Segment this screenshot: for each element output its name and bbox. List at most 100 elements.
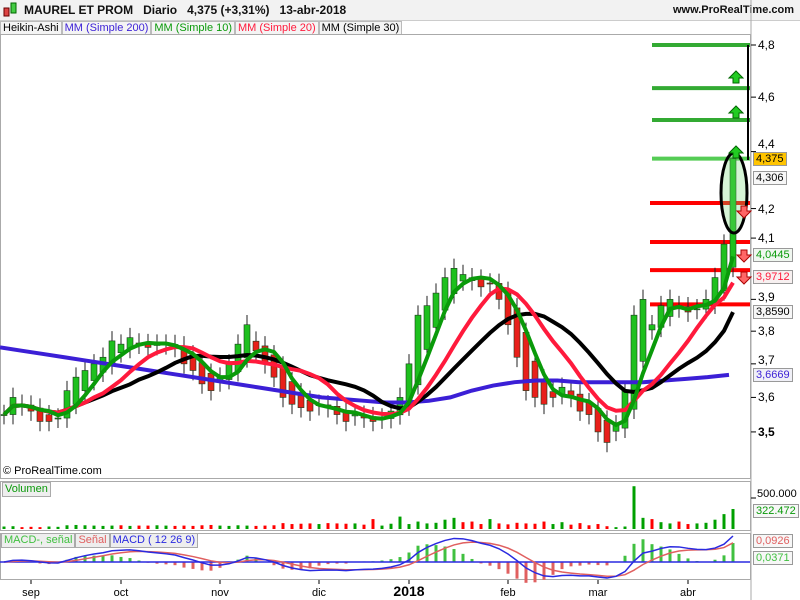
volume-bar [416, 521, 420, 529]
volume-bar [299, 523, 303, 529]
macd-histogram-bar [389, 559, 393, 562]
volume-bar [524, 523, 528, 529]
macd-histogram-bar [290, 562, 294, 570]
volume-bar [713, 519, 717, 529]
volume-panel-label: Volumen [2, 482, 51, 497]
macd-histogram-bar [668, 549, 672, 562]
candle-up [432, 292, 440, 328]
price-value-label: 3,8590 [753, 305, 793, 319]
x-tick-label: feb [500, 587, 515, 599]
volume-bar [38, 527, 42, 529]
volume-bar [488, 519, 492, 529]
volume-bar [218, 525, 222, 529]
volume-bar [731, 509, 735, 529]
macd-histogram-bar [164, 562, 168, 565]
macd-histogram-bar [659, 546, 663, 562]
volume-bar [344, 523, 348, 529]
x-tick-label: 2018 [393, 583, 424, 599]
candle-down [486, 282, 494, 285]
price-tick-label: 3,9 [758, 290, 775, 304]
macd-histogram-bar [425, 544, 429, 562]
macd-histogram-bar [587, 562, 591, 565]
price-value-label: 4,306 [753, 171, 787, 185]
macd-legend-signal: Señal [75, 533, 110, 548]
volume-bar [452, 517, 456, 529]
volume-bar [128, 525, 132, 529]
x-tick-label: abr [680, 587, 696, 599]
price-tick-label: 3,7 [758, 353, 775, 367]
macd-histogram-bar [686, 558, 690, 562]
site-link[interactable]: www.ProRealTime.com [672, 4, 794, 16]
macd-histogram-bar [407, 552, 411, 562]
volume-bar [587, 525, 591, 529]
candle-up [117, 343, 125, 354]
candle-down [252, 340, 260, 351]
sma10-line [2, 255, 735, 428]
macd-histogram-bar [461, 553, 465, 562]
volume-bar [254, 525, 258, 529]
macd-histogram-bar [470, 558, 474, 562]
volume-bar [677, 521, 681, 529]
volume-bar [497, 523, 501, 529]
legend-item[interactable]: MM (Simple 20) [235, 21, 319, 35]
macd-histogram-bar [524, 562, 528, 583]
volume-bar [110, 525, 114, 529]
x-tick-label: mar [589, 587, 608, 599]
volume-bar [164, 525, 168, 529]
macd-histogram-bar [452, 549, 456, 562]
sma30-line [2, 311, 735, 416]
x-tick-label: nov [211, 587, 229, 599]
legend-item[interactable]: MM (Simple 30) [318, 21, 403, 35]
price-tick-label: 3,8 [758, 324, 775, 338]
macd-histogram-bar [317, 562, 321, 566]
volume-bar [560, 522, 564, 529]
volume-bar [2, 526, 6, 529]
highlight-ellipse [719, 151, 749, 235]
macd-histogram-bar [110, 555, 114, 562]
volume-last-label: 322.472 [753, 504, 799, 518]
volume-bar [101, 525, 105, 529]
volume-bar [407, 524, 411, 529]
volume-bar [389, 523, 393, 529]
volume-bar [245, 525, 249, 529]
volume-bar [695, 523, 699, 529]
macd-histogram-bar [155, 562, 159, 564]
macd-histogram-bar [326, 562, 330, 565]
macd-histogram-bar [380, 560, 384, 562]
macd-histogram-bar [569, 562, 573, 567]
volume-bar [641, 517, 645, 529]
macd-histogram-bar [506, 562, 510, 574]
x-tick-label: oct [114, 587, 129, 599]
candle-down [576, 393, 584, 412]
candle-up [243, 324, 251, 359]
macd-hist-label: 0,0371 [753, 551, 793, 565]
copyright: © ProRealTime.com [3, 465, 102, 477]
sma20-line [2, 281, 735, 417]
macd-legend-macd: MACD ( 12 26 9) [109, 533, 199, 548]
volume-bar [236, 525, 240, 529]
macd-histogram-bar [641, 539, 645, 562]
volume-bar [668, 523, 672, 529]
volume-bar [578, 523, 582, 529]
volume-bar [515, 522, 519, 529]
candle-up [459, 274, 467, 282]
macd-histogram-bar [119, 556, 123, 562]
volume-bar [632, 486, 636, 529]
volume-tick: 500.000 [757, 488, 797, 500]
down-arrow-icon [735, 271, 753, 285]
volume-bar [308, 523, 312, 529]
volume-bar [92, 525, 96, 529]
legend-item[interactable]: MM (Simple 200) [61, 21, 152, 35]
candle-up [630, 314, 638, 410]
volume-bar [227, 525, 231, 529]
candle-up [90, 363, 98, 381]
volume-bar [290, 524, 294, 529]
x-tick-label: dic [312, 587, 327, 599]
volume-bar [434, 522, 438, 529]
volume-bar [722, 514, 726, 529]
macd-histogram-bar [200, 562, 204, 571]
price-tick-label: 4,6 [758, 90, 775, 104]
macd-histogram-bar [434, 545, 438, 562]
candle-up [54, 417, 62, 420]
